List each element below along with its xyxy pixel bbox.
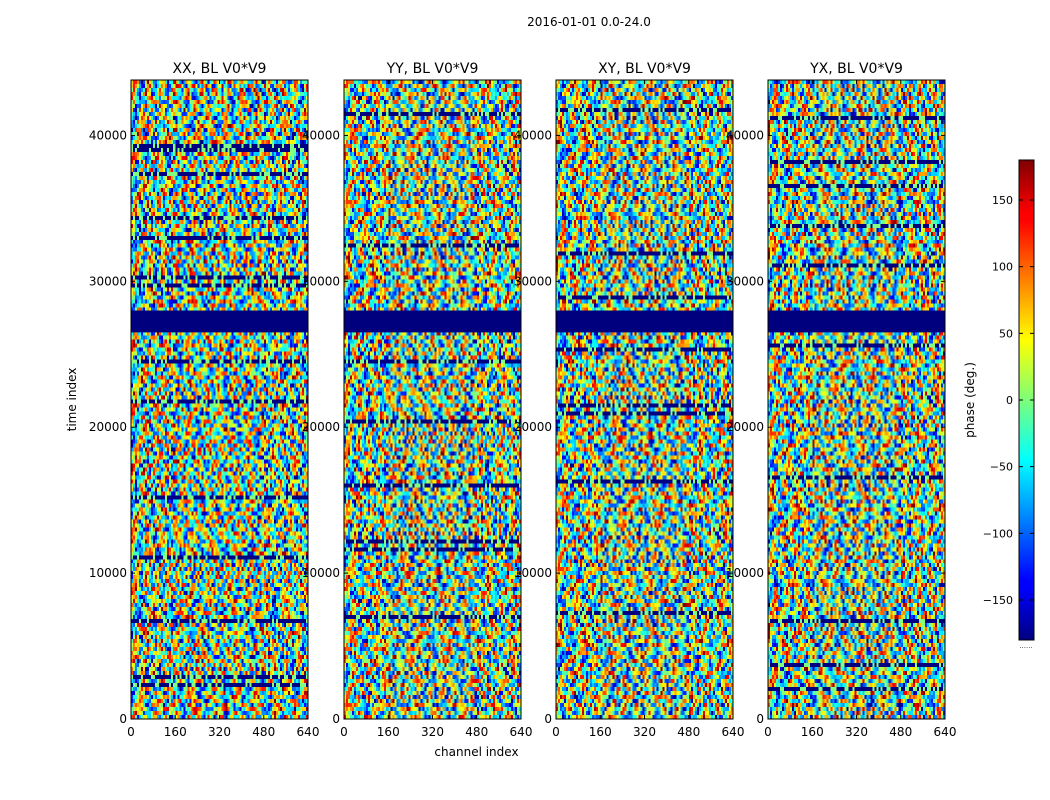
y-tick-label: 30000 <box>514 274 552 288</box>
x-tick-label: 640 <box>510 725 533 739</box>
colorbar-tick-label: −150 <box>983 594 1013 607</box>
colorbar: 150 100 50 0 −50 −100 −150 phase (deg.) ...... <box>963 159 1035 650</box>
x-tick-label: 0 <box>340 725 348 739</box>
y-tick-label: 10000 <box>302 566 340 580</box>
heatmap-panels: XX, BL V0*V9 0 160 320 480 640 0 10000 20000 3000… <box>65 61 956 759</box>
heatmap-image <box>768 80 945 719</box>
y-tick-label: 10000 <box>514 566 552 580</box>
colorbar-label: phase (deg.) <box>963 362 977 438</box>
x-axis-label: channel index <box>434 745 518 759</box>
heatmap-panel-4: YX, BL V0*V9 0 160 320 480 640 0 10000 20000 3000… <box>726 61 957 739</box>
colorbar-tick-label: 50 <box>999 327 1013 340</box>
x-tick-label: 640 <box>297 725 320 739</box>
flagged-band <box>768 310 945 333</box>
x-tick-label: 320 <box>208 725 231 739</box>
y-tick-label: 20000 <box>89 420 127 434</box>
y-tick-label: 30000 <box>89 274 127 288</box>
x-tick-label: 480 <box>465 725 488 739</box>
x-tick-label: 160 <box>589 725 612 739</box>
y-tick-label: 40000 <box>89 128 127 142</box>
x-tick-label: 320 <box>633 725 656 739</box>
heatmap-panel-3: XY, BL V0*V9 0 160 320 480 640 0 10000 20000 3000… <box>514 61 745 739</box>
flagged-band <box>131 310 308 333</box>
colorbar-tick-label: −50 <box>990 461 1013 474</box>
panel-title: YX, BL V0*V9 <box>809 61 903 77</box>
x-tick-label: 480 <box>677 725 700 739</box>
panel-title: XX, BL V0*V9 <box>173 61 267 77</box>
y-tick-label: 0 <box>332 712 340 726</box>
colorbar-ticks: 150 100 50 0 −50 −100 −150 <box>983 194 1034 607</box>
heatmap-panel-2: YY, BL V0*V9 0 160 320 480 640 0 10000 20000 3000… <box>302 61 533 759</box>
y-tick-label: 0 <box>756 712 764 726</box>
y-tick-label: 10000 <box>726 566 764 580</box>
y-axis-label: time index <box>65 368 79 432</box>
heatmap-image <box>131 80 308 719</box>
y-tick-label: 20000 <box>514 420 552 434</box>
x-tick-label: 160 <box>801 725 824 739</box>
y-tick-label: 0 <box>544 712 552 726</box>
y-tick-label: 40000 <box>302 128 340 142</box>
y-tick-label: 20000 <box>726 420 764 434</box>
flagged-band <box>344 310 521 333</box>
x-tick-label: 320 <box>421 725 444 739</box>
x-tick-label: 160 <box>377 725 400 739</box>
x-tick-label: 640 <box>722 725 745 739</box>
heatmap-panel-1: XX, BL V0*V9 0 160 320 480 640 0 10000 20000 3000… <box>65 61 319 739</box>
x-tick-label: 0 <box>764 725 772 739</box>
x-tick-label: 160 <box>164 725 187 739</box>
flagged-band <box>556 310 733 333</box>
y-tick-label: 40000 <box>726 128 764 142</box>
panel-title: XY, BL V0*V9 <box>598 61 691 77</box>
y-tick-label: 30000 <box>726 274 764 288</box>
heatmap-image <box>344 80 521 719</box>
x-tick-label: 480 <box>252 725 275 739</box>
colorbar-offset-marker: ...... <box>1019 642 1032 650</box>
x-tick-label: 480 <box>889 725 912 739</box>
y-tick-label: 40000 <box>514 128 552 142</box>
colorbar-tick-label: 150 <box>992 194 1013 207</box>
y-tick-label: 20000 <box>302 420 340 434</box>
colorbar-tick-label: 0 <box>1006 394 1013 407</box>
heatmap-image <box>556 80 733 719</box>
figure-suptitle: 2016-01-01 0.0-24.0 <box>527 15 651 29</box>
x-tick-label: 0 <box>127 725 135 739</box>
colorbar-tick-label: 100 <box>992 261 1013 274</box>
x-tick-label: 0 <box>552 725 560 739</box>
x-tick-label: 320 <box>845 725 868 739</box>
colorbar-tick-label: −100 <box>983 527 1013 540</box>
y-tick-label: 10000 <box>89 566 127 580</box>
x-tick-label: 640 <box>934 725 957 739</box>
panel-title: YY, BL V0*V9 <box>386 61 479 77</box>
y-tick-label: 30000 <box>302 274 340 288</box>
y-tick-label: 0 <box>119 712 127 726</box>
